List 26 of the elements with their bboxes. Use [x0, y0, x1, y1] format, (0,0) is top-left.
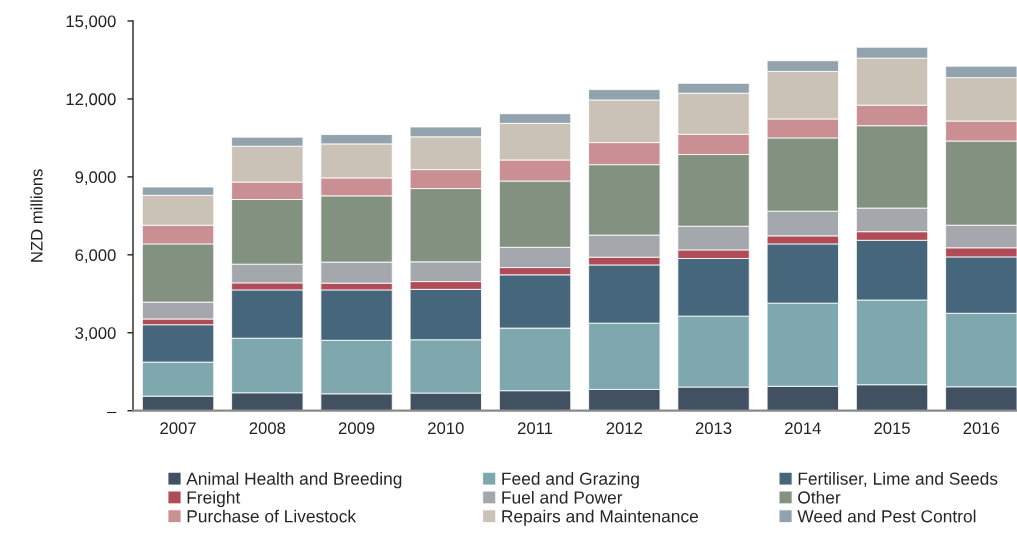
- legend-label: Other: [798, 490, 841, 504]
- legend-label: Animal Health and Breeding: [186, 472, 402, 489]
- legend-label: Freight: [187, 490, 241, 508]
- x-tick-label: 2012: [606, 422, 643, 435]
- y-tick-label: 12,000: [66, 93, 116, 108]
- y-tick-label: 9,000: [75, 171, 116, 186]
- legend-label: Weed and Pest Control: [797, 509, 976, 523]
- y-tick-label: 3,000: [75, 327, 116, 341]
- legend-label: Repairs and Maintenance: [502, 509, 699, 526]
- x-tick-label: 2009: [338, 422, 375, 435]
- x-tick-label: 2014: [785, 422, 821, 435]
- legend-label: Feed and Grazing: [502, 472, 639, 489]
- legend-label: Purchase of Livestock: [187, 509, 357, 523]
- x-tick-label: 2013: [695, 422, 732, 435]
- y-tick-label: 15,000: [66, 15, 116, 30]
- legend-label: Fuel and Power: [502, 490, 623, 504]
- x-tick-label: 2015: [874, 422, 910, 435]
- x-tick-label: 2010: [428, 422, 464, 435]
- y-tick-label: 6,000: [75, 249, 116, 263]
- x-tick-label: 2008: [249, 422, 286, 435]
- x-tick-label: 2016: [963, 422, 1000, 435]
- x-tick-label: 2011: [517, 422, 553, 435]
- x-tick-label: 2007: [160, 422, 196, 435]
- y-axis-title: NZD millions: [30, 169, 43, 262]
- y-tick-label: –: [107, 411, 117, 414]
- legend-label: Fertiliser, Lime and Seeds: [798, 472, 998, 487]
